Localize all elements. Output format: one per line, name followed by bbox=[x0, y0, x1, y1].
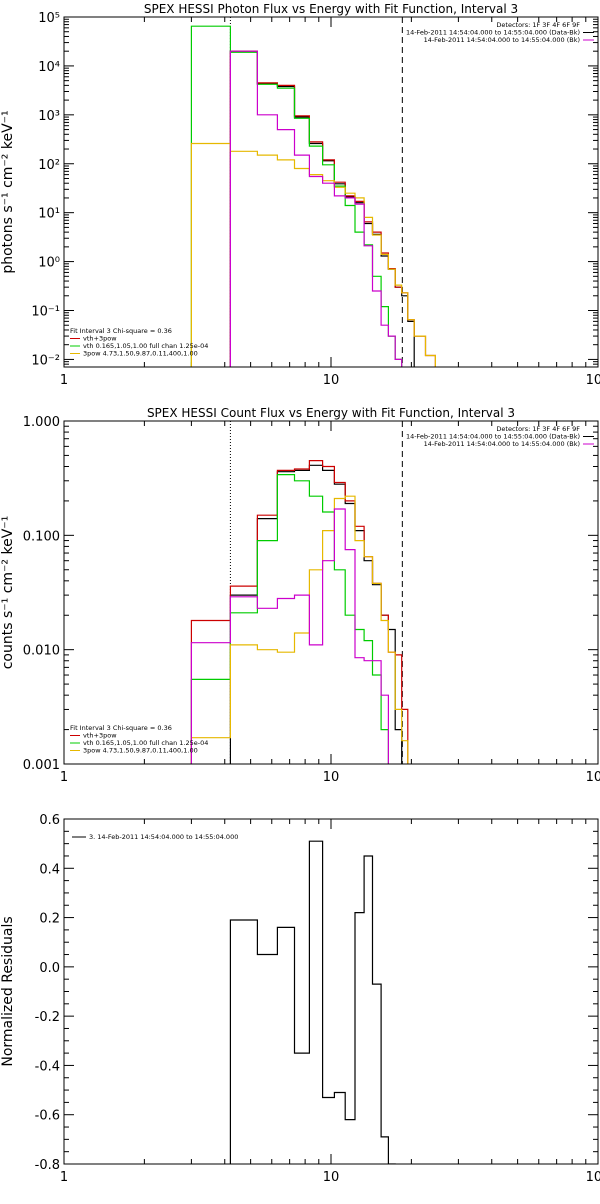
y-tick-label: 0.6 bbox=[39, 813, 60, 828]
y-ticks bbox=[64, 16, 598, 368]
legend-entry: vth 0.165,1.05,1.00 full chan 1.25e-04 bbox=[83, 342, 208, 350]
y-tick-label: -0.6 bbox=[35, 1109, 60, 1124]
y-tick-label: 0.4 bbox=[39, 862, 60, 877]
y-tick-label: 10⁴ bbox=[38, 60, 60, 75]
chart-title: SPEX HESSI Count Flux vs Energy with Fit… bbox=[147, 406, 515, 420]
series-line bbox=[229, 840, 396, 1164]
y-tick-label: 0.001 bbox=[23, 758, 60, 773]
legend-entry: vth+3pow bbox=[83, 732, 117, 740]
series-line bbox=[229, 50, 403, 367]
header-text: 14-Feb-2011 14:54:04.000 to 14:55:04.000… bbox=[406, 433, 580, 441]
x-tick-label: 1 bbox=[60, 770, 68, 785]
y-tick-label: 10² bbox=[38, 158, 60, 173]
y-axis-label: counts s⁻¹ cm⁻² keV⁻¹ bbox=[0, 516, 16, 670]
y-tick-label: 10¹ bbox=[38, 207, 60, 222]
x-tick-label: 1 bbox=[60, 373, 68, 388]
header-text: 14-Feb-2011 14:54:04.000 to 14:55:04.000… bbox=[424, 440, 580, 448]
header-text: 14-Feb-2011 14:54:04.000 to 14:55:04.000… bbox=[406, 29, 580, 37]
y-tick-label: 0.010 bbox=[23, 644, 60, 659]
legend-entry: vth 0.165,1.05,1.00 full chan 1.25e-04 bbox=[83, 739, 208, 747]
header-text: 14-Feb-2011 14:54:04.000 to 14:55:04.000… bbox=[424, 36, 580, 44]
y-tick-label: 10⁻¹ bbox=[31, 305, 60, 320]
y-axis-label: photons s⁻¹ cm⁻² keV⁻¹ bbox=[0, 110, 16, 273]
y-tick-label: 10⁰ bbox=[38, 256, 60, 271]
header-text: Detectors: 1F 3F 4F 6F 9F bbox=[496, 21, 580, 29]
x-tick-label: 100 bbox=[586, 770, 600, 785]
series-group bbox=[190, 25, 436, 367]
y-tick-label: 0.0 bbox=[39, 961, 60, 976]
legend-title: Fit Interval 3 Chi-square = 0.36 bbox=[70, 724, 172, 732]
y-ticks bbox=[64, 818, 598, 1165]
y-tick-label: 0.100 bbox=[23, 529, 60, 544]
y-tick-label: 10⁵ bbox=[38, 11, 60, 26]
series-line bbox=[190, 142, 436, 367]
chart-panel-1: SPEX HESSI Photon Flux vs Energy with Fi… bbox=[0, 2, 600, 388]
y-tick-label: -0.8 bbox=[35, 1158, 60, 1173]
x-ticks bbox=[63, 17, 587, 367]
y-tick-label: -0.4 bbox=[35, 1059, 60, 1074]
x-tick-label: 100 bbox=[586, 1170, 600, 1185]
plot-frame bbox=[63, 16, 599, 368]
y-tick-label: 1.000 bbox=[23, 415, 60, 430]
legend-entry: 3pow 4.73,1.50,9.87,0.11,400,1.00 bbox=[83, 747, 198, 755]
x-tick-label: 10 bbox=[323, 373, 340, 388]
chart-panel-2: SPEX HESSI Count Flux vs Energy with Fit… bbox=[0, 406, 600, 785]
series-line bbox=[190, 508, 389, 764]
x-tick-label: 10 bbox=[323, 770, 340, 785]
y-tick-label: -0.2 bbox=[35, 1010, 60, 1025]
y-tick-label: 10³ bbox=[38, 109, 60, 124]
series-line bbox=[229, 464, 403, 764]
plot-frame bbox=[63, 818, 599, 1165]
legend-entry: vth+3pow bbox=[83, 335, 117, 343]
header-text: Detectors: 1F 3F 4F 6F 9F bbox=[496, 425, 580, 433]
plot-frame bbox=[63, 420, 599, 765]
x-tick-label: 1 bbox=[60, 1170, 68, 1185]
series-line bbox=[190, 460, 409, 764]
x-ticks bbox=[63, 819, 587, 1164]
y-tick-label: 0.2 bbox=[39, 912, 60, 927]
y-tick-label: 10⁻² bbox=[31, 353, 60, 368]
series-line bbox=[190, 25, 403, 367]
series-line bbox=[190, 474, 389, 764]
x-tick-label: 10 bbox=[323, 1170, 340, 1185]
chart-panel-3: Normalized Residuals 1 10 100 -0.8 -0.6 -0.4 -0… bbox=[0, 813, 600, 1185]
series-group bbox=[229, 840, 396, 1164]
series-line bbox=[190, 495, 409, 764]
legend-entry: 3. 14-Feb-2011 14:54:04.000 to 14:55:04.… bbox=[89, 833, 238, 841]
legend-entry: 3pow 4.73,1.50,9.87,0.11,400,1.00 bbox=[83, 350, 198, 358]
legend-title: Fit Interval 3 Chi-square = 0.36 bbox=[70, 327, 172, 335]
y-ticks bbox=[64, 420, 598, 765]
x-ticks bbox=[63, 421, 587, 764]
chart-title: SPEX HESSI Photon Flux vs Energy with Fi… bbox=[144, 2, 518, 16]
x-tick-label: 100 bbox=[586, 373, 600, 388]
series-line bbox=[229, 50, 436, 367]
series-group bbox=[190, 460, 409, 764]
y-axis-label: Normalized Residuals bbox=[0, 916, 16, 1066]
